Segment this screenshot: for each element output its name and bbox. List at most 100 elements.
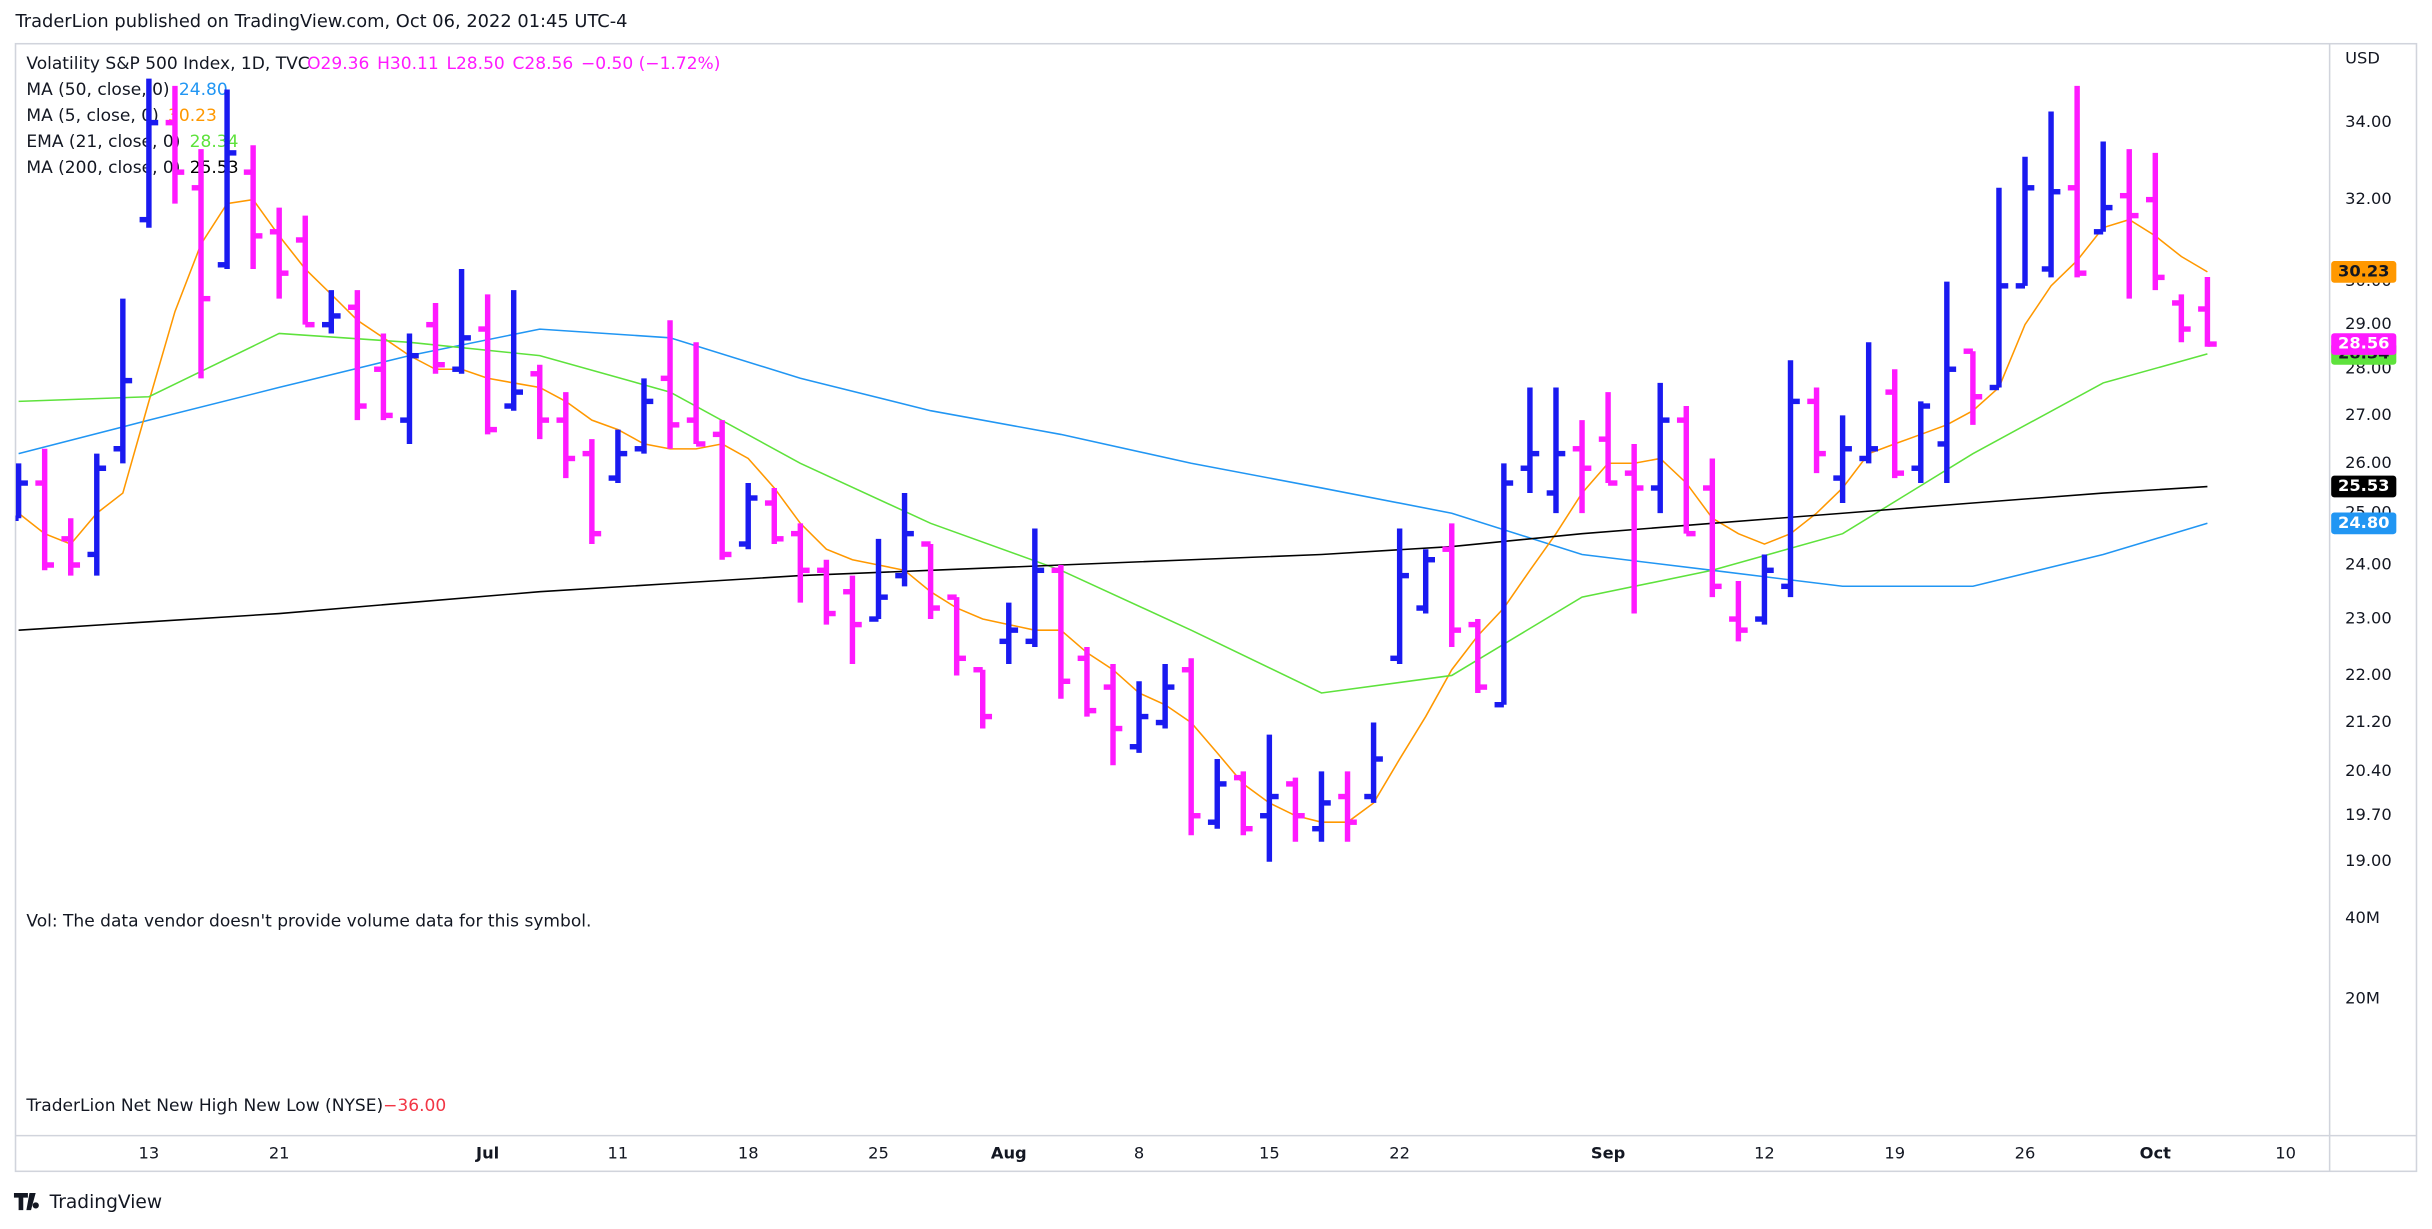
ohlc-bar [504, 290, 524, 411]
quote-value: H30.11 [377, 54, 439, 74]
y-tick-label: 29.00 [2345, 314, 2392, 333]
ohlc-bar [1416, 549, 1436, 614]
symbol-title: Volatility S&P 500 Index, 1D, TVC [26, 54, 309, 74]
ohlc-bar [1624, 443, 1644, 614]
ohlc-bar [35, 448, 54, 571]
ohlc-bar [1703, 458, 1722, 598]
ohlc-bar [1963, 348, 1983, 425]
ohlc-bar [1781, 360, 1800, 598]
ohlc-bar [2145, 152, 2165, 291]
indicator-badge: 25.53 [2338, 476, 2389, 495]
ohlc-bar [2067, 85, 2087, 278]
ohlc-bar [139, 78, 159, 228]
ohlc-bar [113, 298, 133, 464]
ohlc-bar [530, 364, 550, 440]
ohlc-bar [738, 483, 758, 550]
y-tick-label: 21.20 [2345, 712, 2392, 731]
ohlc-bar [947, 594, 966, 676]
ohlc-bar [348, 290, 367, 421]
ohlc-bar [973, 667, 993, 729]
ohlc-bar [426, 302, 445, 374]
ohlc-bar [556, 392, 576, 479]
x-tick-label: 19 [1884, 1144, 1905, 1163]
ohlc-bar [869, 538, 888, 622]
ohlc-bar [1077, 646, 1097, 717]
indicator-value: −36.00 [383, 1096, 446, 1116]
ohlc-bar [843, 575, 862, 665]
x-tick-label: 11 [608, 1144, 629, 1163]
ohlc-bar [1312, 771, 1331, 842]
ohlc-bar [1885, 369, 1905, 479]
quote-value: O29.36 [307, 54, 369, 74]
ohlc-bar [1286, 777, 1305, 842]
legend: Volatility S&P 500 Index, 1D, TVC O29.36… [26, 54, 720, 178]
quote-value: L28.50 [446, 54, 504, 74]
ohlc-bar [1364, 722, 1383, 803]
ohlc-bar [1546, 387, 1566, 514]
logo-text: TradingView [49, 1192, 162, 1213]
ohlc-bar [1833, 415, 1852, 504]
ohlc-bar [1572, 420, 1592, 514]
ohlc-bar [1051, 565, 1071, 699]
ohlc-bar [400, 333, 419, 444]
x-tick-label: 10 [2275, 1144, 2296, 1163]
ohlc-bar [1989, 187, 2009, 391]
indicator-value: 28.34 [190, 132, 239, 152]
ohlc-bar [921, 541, 940, 620]
ohlc-bar [895, 492, 914, 587]
ohlc-bar [1598, 392, 1618, 486]
ohlc-bar [217, 89, 237, 269]
y-tick-label: 20.40 [2345, 761, 2392, 780]
indicator-badge-bg [2331, 261, 2397, 283]
ohlc-bar [1729, 580, 1748, 642]
logo: TradingView [13, 1192, 162, 1213]
x-tick-label: 26 [2015, 1144, 2036, 1163]
ohlc-bar [764, 488, 784, 545]
ohlc-bar [1338, 771, 1357, 842]
indicator-badge: 30.23 [2338, 261, 2389, 280]
y-tick-label: 23.00 [2345, 609, 2392, 628]
indicator-name: MA (200, close, 0) [26, 158, 180, 178]
indicator-name: EMA (21, close, 0) [26, 132, 180, 152]
ohlc-bar [1129, 681, 1149, 753]
x-tick-label: Oct [2140, 1144, 2171, 1163]
ohlc-bar [15, 463, 28, 521]
ohlc-bar [817, 559, 836, 625]
x-tick-label: 18 [738, 1144, 759, 1163]
ohlc-bar [1155, 664, 1175, 729]
ohlc-bar [999, 602, 1019, 665]
last-price-badge-bg [2331, 333, 2397, 355]
ohlc-bar [1442, 523, 1462, 647]
ohlc-bar [1676, 406, 1696, 537]
ohlc-bar [660, 320, 680, 449]
header: TraderLion published on TradingView.com,… [15, 11, 628, 32]
x-tick-label: 8 [1134, 1144, 1144, 1163]
ohlc-bar [1807, 387, 1826, 474]
ohlc-bar [1025, 528, 1045, 647]
frame [14, 42, 2418, 1173]
y-tick-label: 27.00 [2345, 405, 2392, 424]
currency: USD [2345, 49, 2380, 68]
ohlc-bar [582, 439, 602, 545]
y-tick-label: 34.00 [2345, 112, 2392, 131]
indicator-line [18, 332, 2208, 694]
ohlc-bar [2198, 276, 2217, 347]
ohlc-bar [1755, 554, 1774, 625]
ohlc-bar [2093, 141, 2113, 235]
last-price-badge: 28.56 [2338, 334, 2389, 353]
volume-tick-label: 20M [2345, 989, 2380, 1008]
x-tick-label: Aug [991, 1144, 1027, 1163]
ohlc-bar [165, 85, 185, 204]
ohlc-bar [478, 294, 497, 435]
y-tick-label: 19.00 [2345, 851, 2392, 870]
indicator-value: 24.80 [179, 80, 228, 100]
ohlc-bar [686, 342, 706, 447]
indicator-name: TraderLion Net New High New Low (NYSE) [25, 1096, 383, 1116]
ohlc-bar [61, 518, 81, 576]
indicator-name: MA (50, close, 0) [26, 80, 169, 100]
ohlc-bar [634, 378, 654, 454]
indicator-line [18, 328, 2208, 588]
volume-tick-label: 40M [2345, 908, 2380, 927]
ohlc-bar [321, 290, 341, 334]
ohlc-bar [1207, 759, 1227, 829]
